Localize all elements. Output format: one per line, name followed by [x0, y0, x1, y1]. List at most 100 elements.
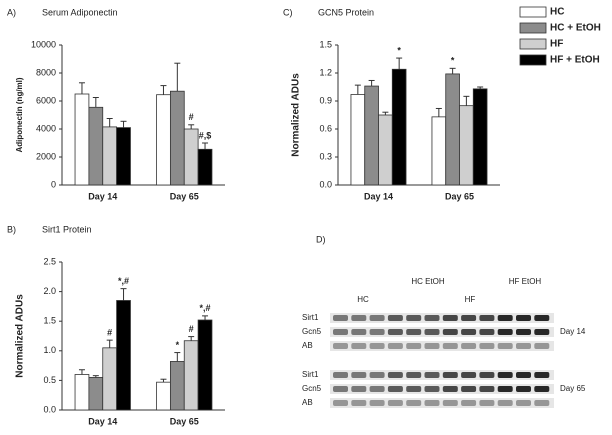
blot-band	[461, 329, 477, 335]
y-tick-label: 8000	[36, 67, 56, 77]
blot-band	[406, 400, 422, 406]
blot-band	[387, 372, 403, 378]
bar	[364, 85, 379, 186]
legend-label: HC + EtOH	[550, 23, 601, 34]
lane-group-label: HF EtOH	[509, 277, 542, 286]
blot-band	[479, 400, 495, 406]
blot-band	[333, 400, 348, 406]
row-label: Gcn5	[302, 327, 322, 336]
bar	[74, 93, 90, 186]
blot-band	[534, 329, 550, 335]
y-tick-label: 1.5	[43, 316, 56, 326]
y-tick-label: 10000	[31, 39, 56, 49]
blot-band	[516, 386, 531, 392]
blot-band	[351, 400, 367, 406]
bar	[183, 128, 199, 186]
blot-band	[516, 315, 531, 321]
bar	[116, 300, 131, 411]
blot-band	[497, 400, 513, 406]
blot-band	[516, 400, 531, 406]
y-tick-label: 0.0	[319, 179, 332, 189]
y-tick-label: 0.3	[319, 151, 332, 161]
blot-band	[424, 315, 440, 321]
y-tick-label: 2.5	[43, 256, 56, 266]
x-tick-label: Day 14	[364, 191, 393, 201]
blot-band	[534, 372, 550, 378]
annotation: *	[176, 340, 180, 350]
y-tick-label: 2000	[36, 151, 56, 161]
blot-band	[461, 400, 477, 406]
blot-band	[442, 329, 458, 335]
bar	[156, 381, 171, 411]
blot-strip	[330, 327, 554, 337]
blot-band	[351, 315, 367, 321]
annotation: *	[451, 56, 455, 66]
bar	[472, 88, 488, 186]
blot-band	[534, 400, 550, 406]
blot-band	[387, 315, 403, 321]
lane-group-label: HC EtOH	[411, 277, 445, 286]
blot-band	[497, 386, 513, 392]
day-label: Day 65	[560, 384, 586, 393]
bar	[391, 68, 407, 186]
legend-swatch	[519, 22, 547, 34]
y-tick-label: 0.0	[43, 404, 56, 414]
bar	[88, 377, 104, 411]
legend-label: HC	[550, 7, 564, 18]
annotation: #,$	[199, 130, 212, 140]
bar	[183, 340, 199, 411]
panel-label: C)	[283, 7, 293, 17]
y-tick-label: 1.2	[319, 67, 332, 77]
blot-band	[516, 329, 531, 335]
blot-band	[534, 315, 550, 321]
blot-band	[497, 372, 513, 378]
bar	[74, 374, 90, 411]
blot-band	[442, 400, 458, 406]
y-axis-label: Adiponectin (ng/ml)	[15, 77, 24, 152]
x-tick-label: Day 14	[88, 416, 117, 426]
blot-strip	[330, 370, 554, 380]
y-axis-label: Normalized ADUs	[291, 73, 302, 157]
blot-band	[406, 329, 422, 335]
blot-band	[387, 400, 403, 406]
blot-strip	[330, 398, 554, 408]
panel-label: D)	[316, 234, 326, 244]
blot-band	[369, 343, 385, 349]
blot-band	[534, 343, 550, 349]
blot-band	[442, 315, 458, 321]
legend-swatch	[519, 6, 547, 18]
blot-band	[424, 386, 440, 392]
blot-band	[333, 372, 348, 378]
y-tick-label: 2.0	[43, 286, 56, 296]
blot-band	[406, 372, 422, 378]
legend-label: HF	[550, 39, 563, 50]
row-label: AB	[302, 398, 313, 407]
blot-band	[406, 315, 422, 321]
blot-band	[424, 329, 440, 335]
blot-band	[442, 386, 458, 392]
bar	[102, 126, 118, 186]
bar	[459, 105, 474, 186]
chart-title: GCN5 Protein	[318, 7, 374, 17]
blot-band	[406, 386, 422, 392]
blot-band	[534, 386, 550, 392]
y-tick-label: 1.0	[43, 345, 56, 355]
y-tick-label: 4000	[36, 123, 56, 133]
blot-band	[479, 315, 495, 321]
annotation: #	[189, 112, 194, 122]
legend-swatch	[519, 38, 547, 50]
panel-label: B)	[7, 224, 16, 234]
blot-band	[333, 386, 348, 392]
blot-band	[333, 343, 348, 349]
lane-group-label: HC	[357, 295, 369, 304]
bar	[116, 127, 131, 186]
x-tick-label: Day 14	[88, 191, 117, 201]
blot-strip	[330, 341, 554, 351]
blot-band	[497, 329, 513, 335]
bar	[102, 347, 118, 411]
blot-band	[461, 315, 477, 321]
annotation: *,#	[200, 303, 211, 313]
bar	[88, 106, 104, 186]
row-label: AB	[302, 341, 313, 350]
blot-band	[479, 372, 495, 378]
